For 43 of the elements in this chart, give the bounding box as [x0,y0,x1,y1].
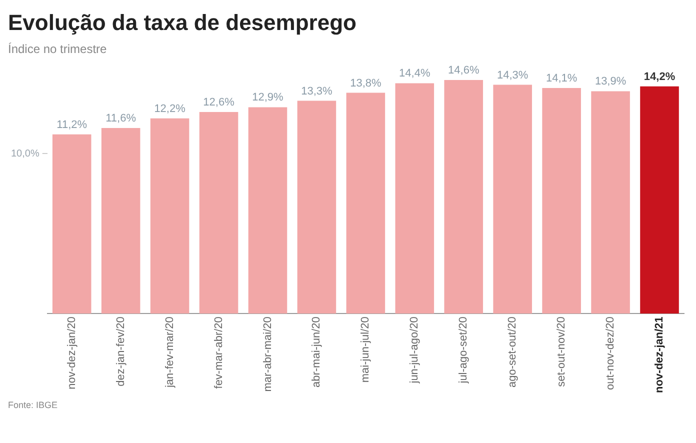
x-tick-label: jul-ago-set/20 [458,316,470,384]
x-tick-label: fev-mar-abr/20 [212,316,225,389]
bar [52,134,92,314]
chart-subtitle: Índice no trimestre [8,42,108,56]
bar [640,86,679,314]
x-tick-label: mar-abr-mai/20 [262,316,274,392]
data-label: 12,6% [203,96,235,109]
x-tick-label: set-out-nov/20 [556,316,568,387]
x-tick-label: ago-set-out/20 [506,316,519,388]
source-note: Fonte: IBGE [8,400,59,410]
y-tick-label: 10,0% [10,148,40,160]
x-tick-label: abr-mai-jun/20 [310,316,323,388]
bar [542,88,581,314]
x-tick-label: nov-dez-jan/21 [654,316,666,393]
data-label: 14,3% [496,69,528,82]
data-label: 11,6% [106,112,136,125]
data-label: 14,6% [448,64,480,77]
bar [591,91,630,314]
bar [248,107,288,314]
data-label: 12,9% [252,92,284,104]
x-tick-label: jun-jul-ago/20 [408,316,421,384]
data-label: 14,2% [644,70,676,83]
data-label: 13,8% [350,77,382,90]
x-tick-label: mai-jun-jul/20 [360,316,372,383]
chart-title: Evolução da taxa de desemprego [8,10,358,36]
x-tick-label: jan-fev-mar/20 [164,316,176,389]
bar [493,84,532,314]
data-label: 13,9% [594,76,626,88]
bar [101,128,140,314]
data-label: 14,1% [546,72,578,85]
data-label: 14,4% [399,68,430,80]
bar [150,118,190,314]
data-label: 11,2% [56,118,88,131]
data-label: 12,2% [154,102,186,115]
x-tick-label: nov-dez-jan/20 [66,316,78,390]
bar [395,83,434,314]
bar [297,100,336,314]
x-tick-label: dez-jan-fev/20 [114,316,127,386]
bar [199,112,238,314]
data-label: 13,3% [301,85,333,98]
bar [444,80,484,314]
x-tick-label: out-nov-dez/20 [604,316,617,390]
bar [346,92,386,314]
